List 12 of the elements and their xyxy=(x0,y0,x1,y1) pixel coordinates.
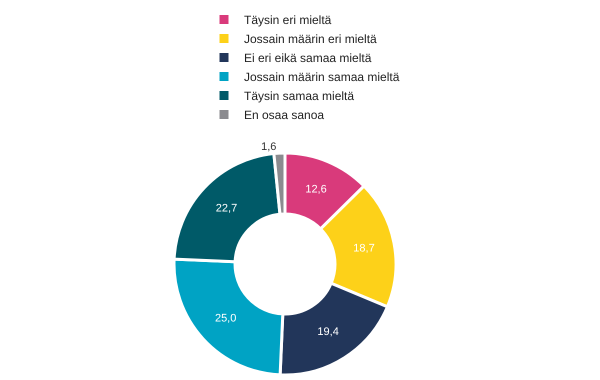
legend-label: Täysin eri mieltä xyxy=(244,13,332,28)
legend-label: Jossain määrin samaa mieltä xyxy=(244,70,400,84)
legend-label: Täysin samaa mieltä xyxy=(244,89,354,104)
data-label: 22,7 xyxy=(216,202,238,215)
data-label: 19,4 xyxy=(317,326,339,338)
data-label: 1,6 xyxy=(261,141,276,154)
legend-label: Ei eri eikä samaa mieltä xyxy=(244,51,372,66)
legend-label: En osaa sanoa xyxy=(244,108,324,122)
data-label: 25,0 xyxy=(214,312,236,324)
data-label: 12,6 xyxy=(305,184,327,196)
data-label: 18,7 xyxy=(353,242,375,255)
legend-label: Jossain määrin eri mieltä xyxy=(244,32,378,46)
